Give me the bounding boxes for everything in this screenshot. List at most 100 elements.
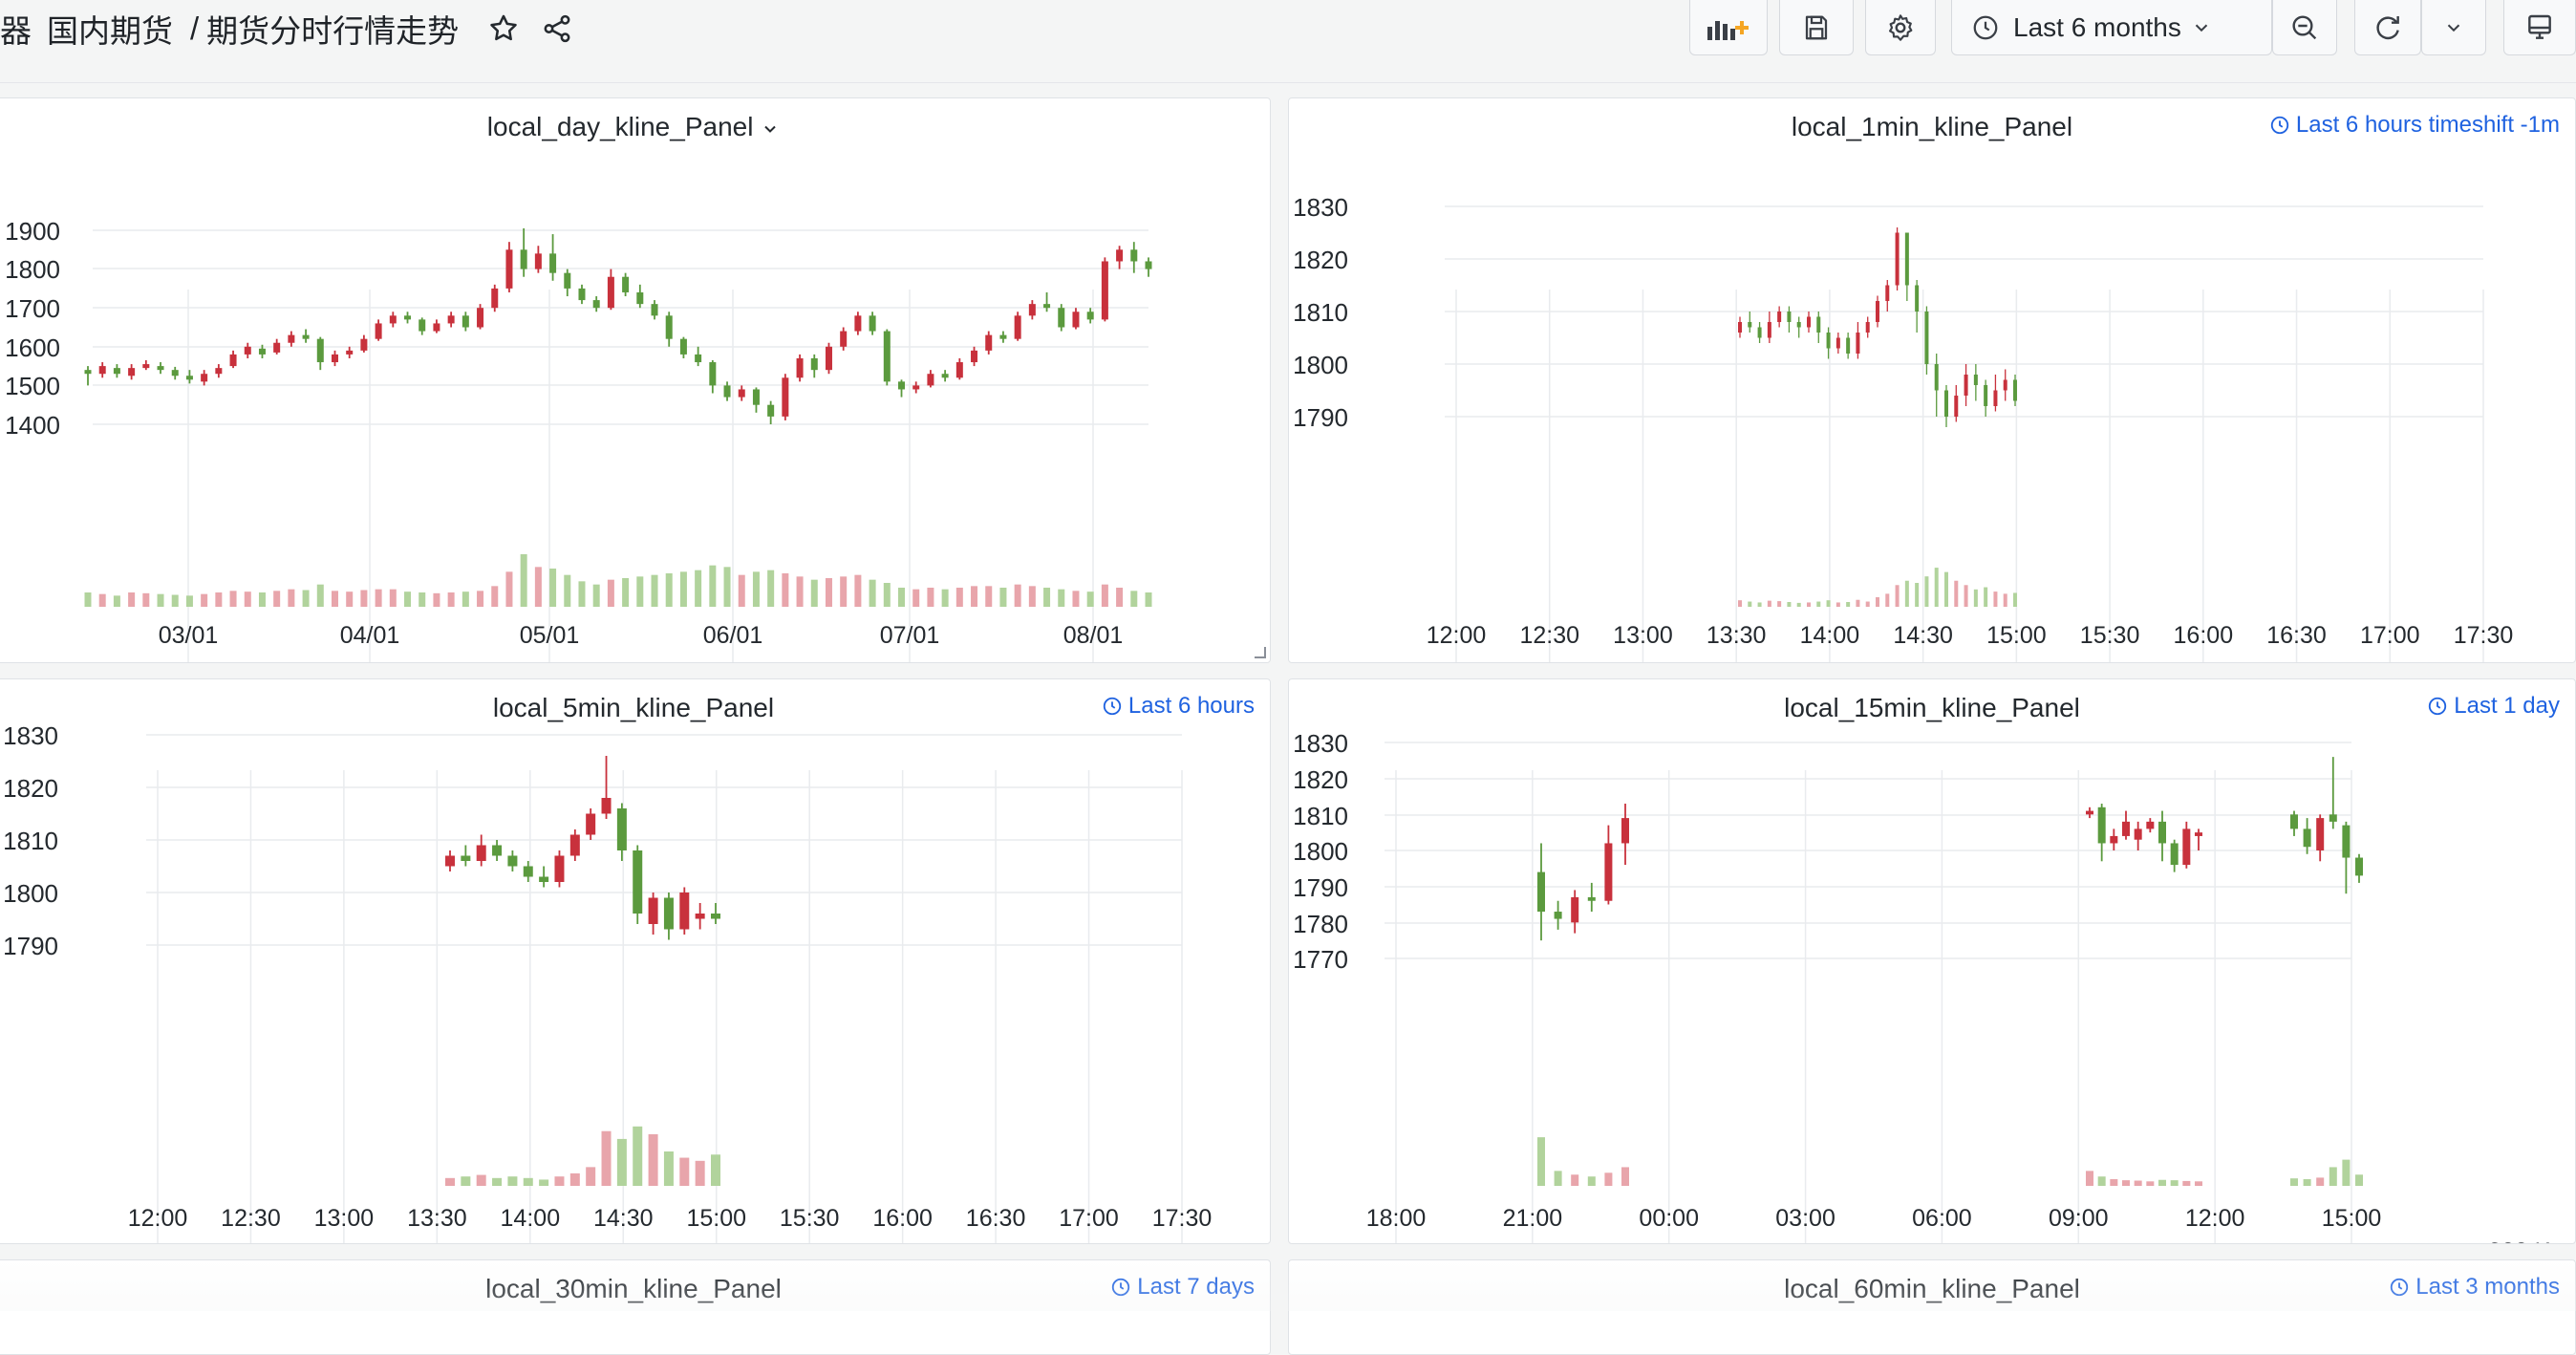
volume-bar (171, 594, 179, 607)
panel-title[interactable]: local_60min_kline_Panel (1784, 1274, 2080, 1303)
x-tick-label: 05/01 (520, 622, 580, 649)
dashboard-settings-button[interactable] (1865, 0, 1936, 55)
panel-title[interactable]: local_5min_kline_Panel (492, 693, 775, 722)
y-tick-label: 1800 (1293, 837, 1348, 866)
volume-bar (723, 567, 731, 607)
dashboard-title[interactable]: 期货分时行情走势 (206, 13, 460, 49)
volume-bar (1993, 591, 1998, 607)
x-tick-label: 14:00 (501, 1205, 561, 1232)
x-tick-label: 12:00 (128, 1205, 188, 1232)
candle-body (1086, 312, 1094, 320)
candle-body (695, 354, 702, 363)
volume-bar (578, 581, 586, 607)
panel-time-info: Last 7 days (1110, 1274, 1255, 1301)
x-tick-label: 13:30 (407, 1205, 467, 1232)
volume-bar (1777, 601, 1782, 607)
candle-body (1014, 315, 1021, 339)
y-tick-label: 1800 (3, 879, 58, 908)
tv-mode-button[interactable] (2503, 0, 2576, 55)
panel-title[interactable]: local_1min_kline_Panel (1791, 112, 2073, 141)
candle-body (520, 249, 527, 269)
candle-body (215, 368, 223, 375)
volume-bar (215, 592, 223, 607)
candle-body (1116, 249, 1124, 262)
candle-body (578, 288, 586, 301)
panel-1min-kline[interactable]: local_1min_kline_Panel Last 6 hours time… (1288, 97, 2576, 663)
breadcrumb-folder[interactable]: 国内期货 (47, 13, 173, 49)
candlestick-chart: 1830 1820 1810 1800 1790 12:00 12:30 13:00 13:30… (1293, 193, 2513, 662)
x-tick-label: 16:30 (2266, 622, 2327, 649)
volume-bar (505, 571, 513, 607)
star-icon[interactable] (487, 12, 520, 45)
volume-bar (1973, 589, 1978, 607)
candle-body (1028, 304, 1036, 316)
volume-bar (971, 586, 978, 607)
time-range-picker[interactable]: Last 6 months (1951, 0, 2272, 55)
gear-icon (1885, 12, 1916, 43)
panel-60min-kline[interactable]: local_60min_kline_Panel Last 3 months (1288, 1259, 2576, 1355)
candle-body (157, 366, 164, 371)
candle-body (128, 368, 136, 376)
candle-body (607, 276, 614, 309)
dashboards-icon[interactable]: 器 (0, 13, 32, 49)
volume-bar (1767, 600, 1771, 607)
volume-bar (98, 593, 106, 607)
panel-30min-kline[interactable]: local_30min_kline_Panel Last 7 days (0, 1259, 1271, 1355)
volume-bar (1554, 1171, 1562, 1186)
volume-bar (1934, 568, 1939, 607)
panel-title[interactable]: local_30min_kline_Panel (485, 1274, 782, 1303)
panel-time-info-text: Last 1 day (2454, 693, 2560, 719)
refresh-interval-dropdown[interactable] (2421, 0, 2486, 55)
panel-title[interactable]: local_day_kline_Panel (0, 112, 1270, 142)
panel-5min-kline[interactable]: local_5min_kline_Panel Last 6 hours 1830… (0, 678, 1271, 1244)
chevron-down-icon[interactable] (761, 119, 780, 139)
volume-bar (128, 592, 136, 607)
panel-day-kline[interactable]: local_day_kline_Panel 1900 1800 1700 1600 15… (0, 97, 1271, 663)
candle-body (476, 845, 486, 861)
volume-bar (1964, 585, 1968, 607)
candle-body (665, 315, 673, 339)
candle-body (98, 366, 106, 375)
candle-body (2195, 832, 2202, 836)
volume-bar (419, 592, 426, 607)
save-dashboard-button[interactable] (1779, 0, 1854, 55)
volume-bar (586, 1167, 596, 1186)
volume-bar (2355, 1174, 2363, 1186)
candle-body (2122, 821, 2130, 836)
volume-bar (616, 1138, 627, 1186)
panel-title[interactable]: local_15min_kline_Panel (1784, 693, 2080, 722)
volume-bar (1738, 600, 1742, 607)
add-panel-button[interactable] (1689, 0, 1768, 55)
volume-bar (955, 588, 963, 607)
x-tick-label: 04/01 (340, 622, 400, 649)
panel-resize-handle[interactable] (1255, 647, 1266, 658)
candle-body (2110, 835, 2118, 844)
zoom-out-button[interactable] (2272, 0, 2337, 55)
volume-bar (1604, 1172, 1613, 1186)
candle-body (185, 376, 193, 380)
volume-bar (360, 590, 368, 607)
candle-body (679, 893, 690, 930)
x-tick-label: 12:00 (2185, 1205, 2245, 1232)
candle-body (636, 291, 644, 305)
candle-body (1973, 375, 1978, 385)
candle-body (507, 855, 518, 867)
volume-bar (663, 1151, 674, 1186)
volume-bar (447, 592, 455, 607)
candle-body (433, 323, 440, 332)
panel-15min-kline[interactable]: local_15min_kline_Panel Last 1 day 1830 1… (1288, 678, 2576, 1244)
volume-bar (477, 591, 484, 607)
share-icon[interactable] (541, 12, 573, 45)
candle-body (711, 914, 720, 919)
volume-tick-label: 50 K (1203, 1240, 1253, 1244)
candle-body (2158, 821, 2166, 844)
candle-body (2303, 828, 2311, 848)
volume-tick-label: 200 K (2488, 1238, 2551, 1244)
x-tick-label: 13:00 (1613, 622, 1673, 649)
volume-bar (491, 586, 499, 607)
volume-bar (2342, 1159, 2351, 1186)
candle-body (679, 338, 687, 355)
x-tick-label: 12:30 (1519, 622, 1579, 649)
refresh-button[interactable] (2354, 0, 2421, 55)
panel-time-info: Last 6 hours (1102, 693, 1255, 720)
